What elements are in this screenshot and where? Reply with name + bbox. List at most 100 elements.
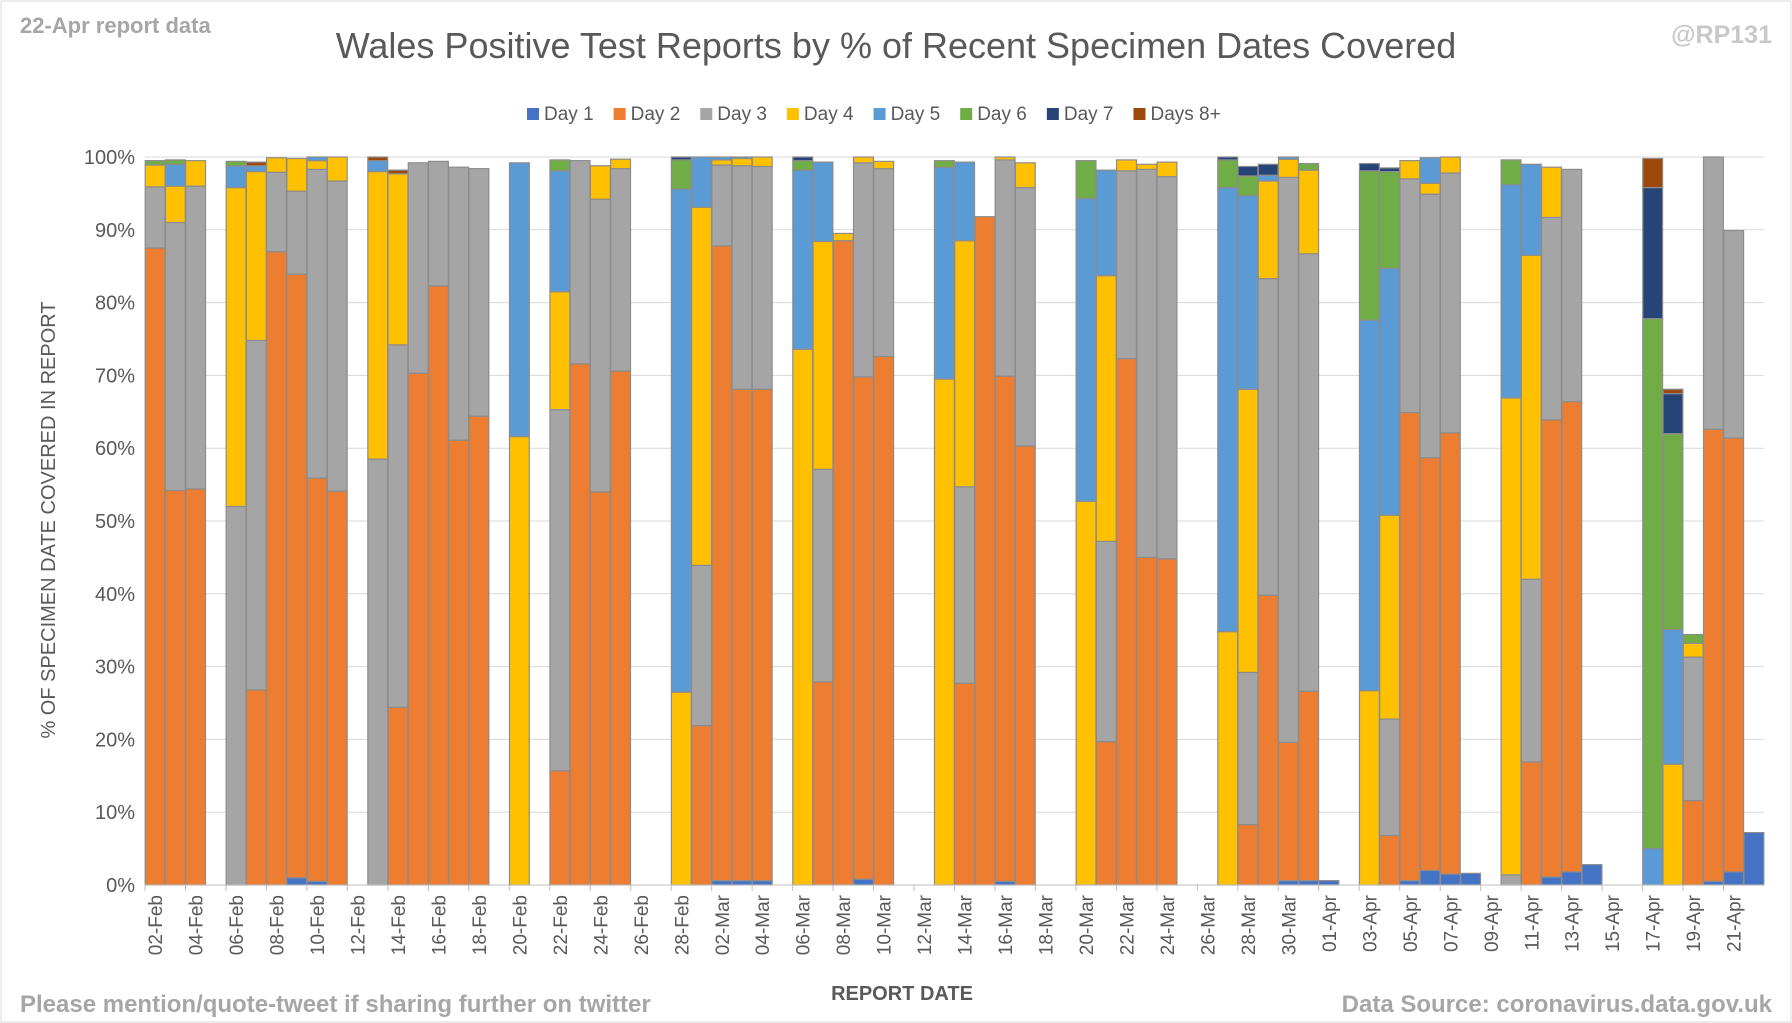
bar-segment [1540,216,1563,421]
bar-segment [873,160,895,170]
bar-segment [873,355,895,886]
bar-segment [1419,182,1441,195]
bar-segment [1642,186,1664,320]
bar-segment [1419,457,1441,872]
author-handle: @RP131 [1671,21,1772,49]
x-tick-label: 19-Apr [1684,894,1705,952]
series-day-6 [144,159,1704,850]
bar-segment [852,878,874,886]
bar-segment [933,160,955,168]
bar-segment [731,165,753,390]
x-tick-label: 12-Mar [915,894,936,955]
bar-segment [1561,401,1583,873]
bar-segment [751,156,773,168]
y-tick-label: 10% [95,802,135,824]
bar-segment [1156,161,1178,178]
footer-share-note: Please mention/quote-tweet if sharing fu… [20,991,651,1018]
bar-segment [1540,419,1563,878]
bar-segment [468,168,490,417]
bar-segment [954,161,976,242]
bar-segment [994,156,1016,161]
x-tick-label: 12-Feb [348,895,369,955]
bar-segment [1277,156,1299,160]
bar-segment [954,682,976,886]
bar-segment [1358,162,1380,172]
legend-label: Day 6 [977,104,1027,125]
y-tick-label: 60% [95,438,135,460]
bar-segment [1662,628,1684,765]
bar-segment [1277,741,1299,882]
bar-segment [1217,631,1239,886]
bar-segment [792,156,814,162]
bar-segment [1642,157,1664,189]
legend-swatch [786,108,799,120]
series-day-5 [164,156,1684,886]
bar-segment [1277,176,1299,743]
bar-segment [1682,642,1704,658]
bar-segment [933,378,955,886]
x-tick-label: 11-Apr [1522,894,1543,950]
bar-segment [367,160,389,173]
bar-segment [1723,229,1745,439]
bar-segment [589,491,611,886]
bar-segment [1662,433,1684,631]
bar-segment [1399,880,1421,886]
bar-segment [225,505,247,886]
bar-segment [1257,277,1279,596]
bar-segment [670,188,692,693]
bar-segment [164,159,186,165]
x-tick-label: 10-Feb [308,895,329,955]
x-tick-label: 15-Apr [1603,894,1624,952]
bar-segment [1298,690,1320,882]
y-tick-label: 30% [95,657,135,679]
bar-segment [1702,428,1724,882]
bar-segment [286,273,308,879]
bar-segment [1379,170,1401,269]
bar-segment [691,156,713,208]
bar-segment [1419,157,1441,184]
bar-segment [245,689,267,886]
bar-segment [1540,876,1563,886]
bar-segment [1136,163,1158,170]
data-source-note: Data Source: coronavirus.data.gov.uk [1342,991,1773,1018]
legend-item-day-4: Day 4 [786,104,854,125]
bar-segment [1136,168,1158,558]
bar-segment [1379,267,1401,516]
bar-segment [1095,740,1117,886]
bar-segment [266,251,288,886]
bar-segment [812,468,834,683]
bar-segment [670,159,692,190]
bar-segment [711,159,733,166]
bar-segment [1379,834,1401,886]
bar-segment [1156,558,1178,886]
x-tick-label: 20-Mar [1077,894,1098,955]
bar-segment [994,375,1016,882]
bar-segment [1743,831,1765,886]
bar-segment [326,180,348,492]
bar-segment [1257,180,1279,280]
bar-segment [1682,799,1704,886]
legend-swatch [613,108,626,120]
x-tick-label: 16-Feb [429,895,450,955]
legend-swatch [1133,108,1146,120]
bar-segment [832,232,854,242]
bar-segment [751,388,773,882]
bar-segment [1358,690,1380,886]
bar-segment [731,880,753,886]
bar-segment [225,186,247,508]
bar-segment [1419,869,1441,886]
x-tick-label: 24-Feb [591,895,612,955]
legend-item-day-7: Day 7 [1046,104,1113,125]
bar-segment [326,156,348,182]
bar-segment [670,691,692,886]
bar-segment [1095,275,1117,542]
bar-segment [1561,168,1583,403]
bar-segment [367,156,389,162]
x-tick-label: 06-Mar [794,894,815,955]
bar-segment [245,170,267,342]
bar-segment [812,681,834,886]
bar-segment [1014,445,1036,886]
bar-segment [610,158,632,170]
bar-segment [427,160,449,287]
